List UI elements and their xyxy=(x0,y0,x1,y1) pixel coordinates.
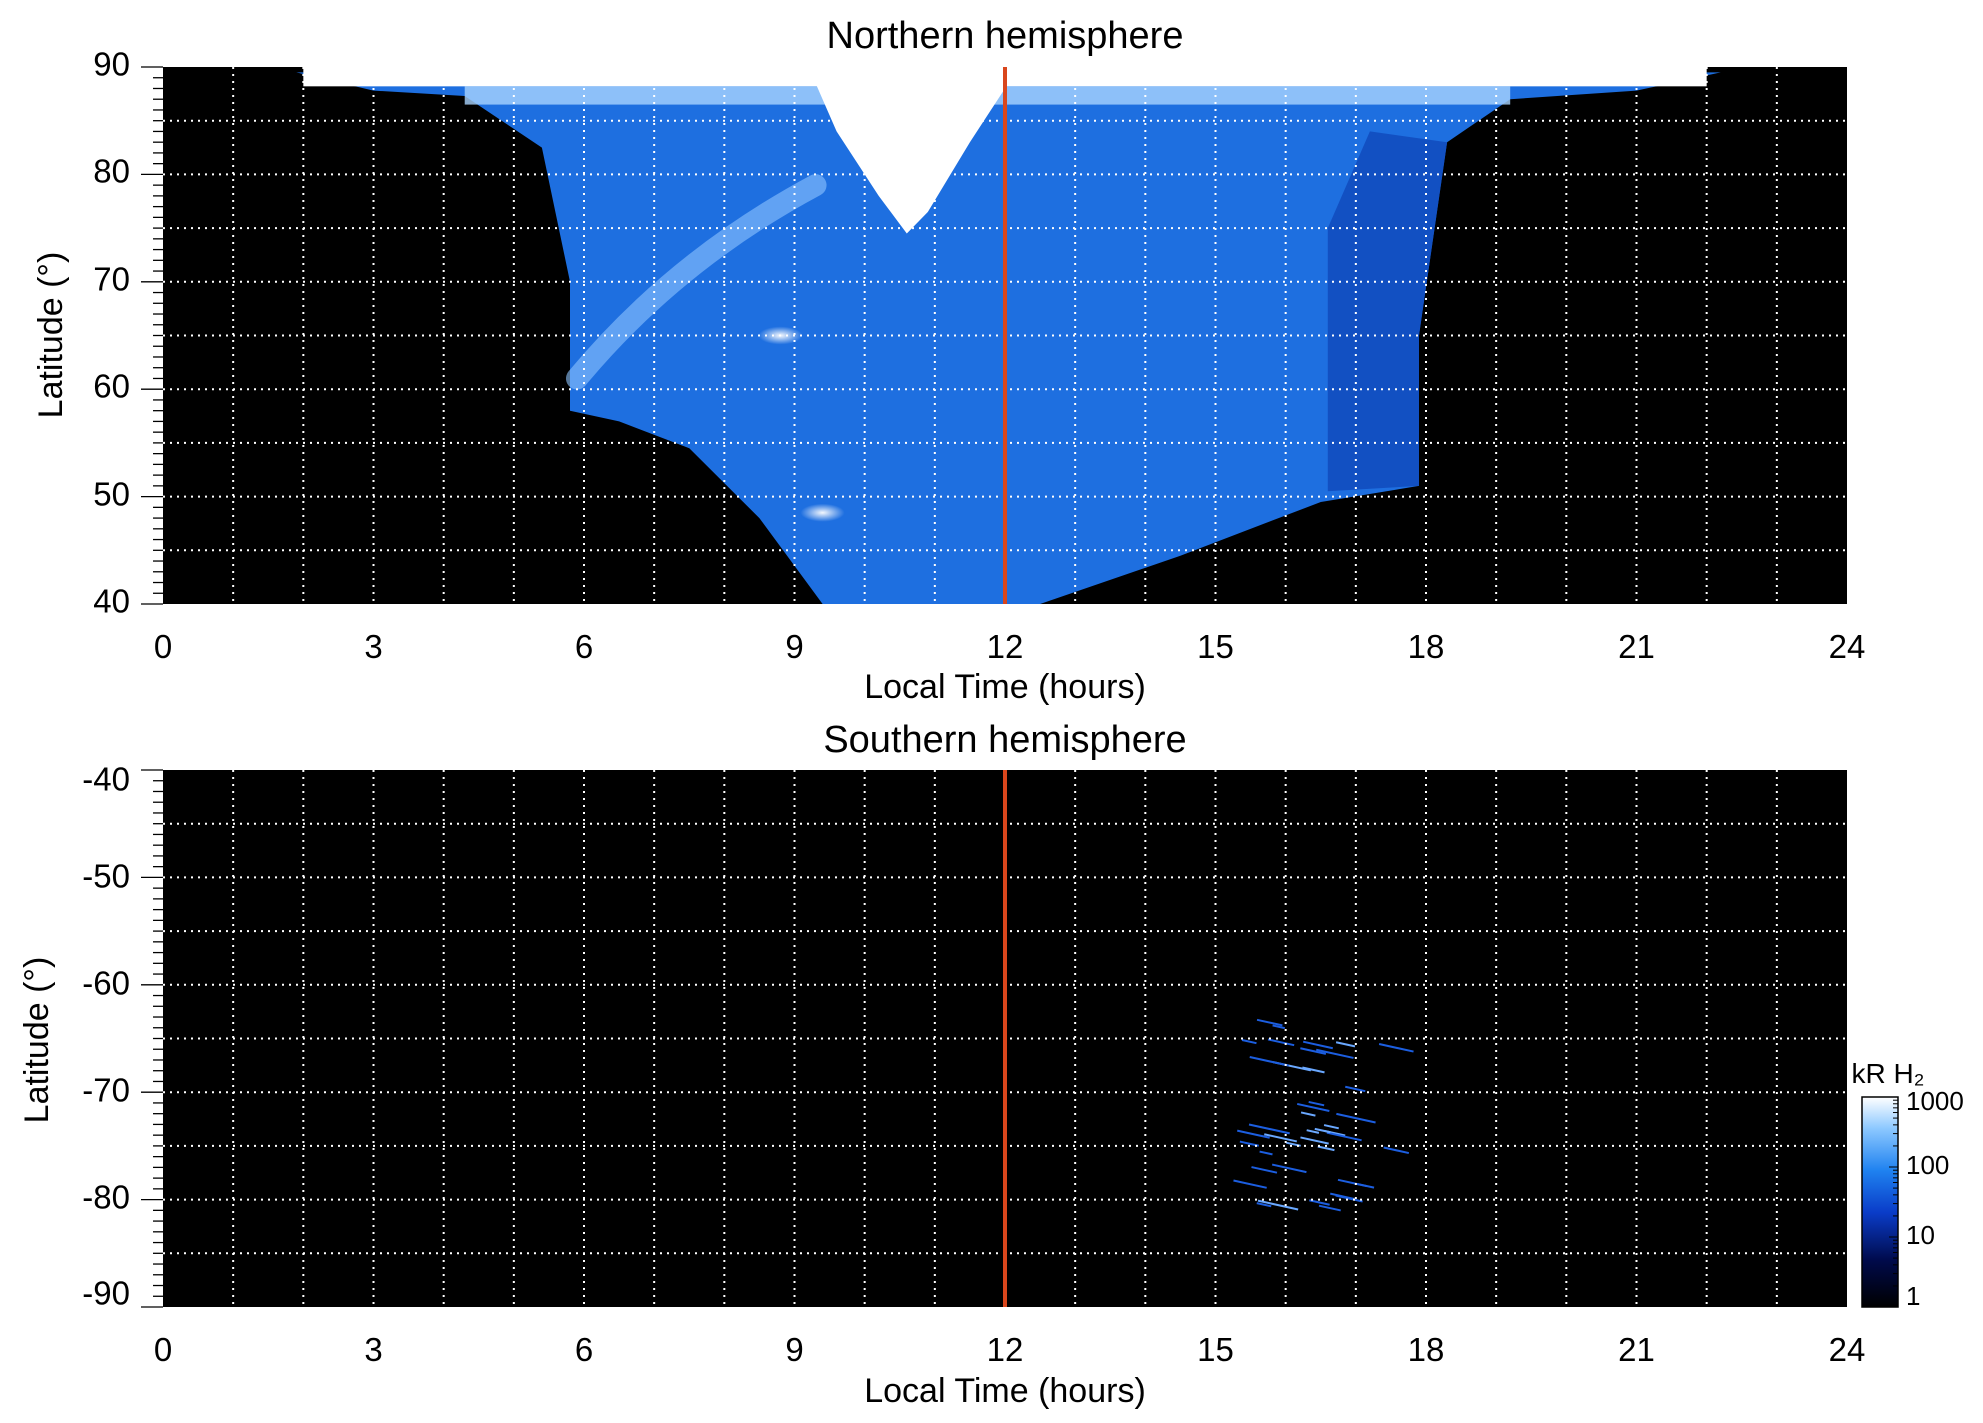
south-emission-image xyxy=(1233,1018,1414,1212)
south-emission-streak xyxy=(1378,1043,1414,1053)
south-x-axis-label: Local Time (hours) xyxy=(864,1372,1146,1410)
south-x-tick-label: 21 xyxy=(1618,1331,1655,1368)
south-emission-streak xyxy=(1323,1124,1339,1130)
south-y-ticks: -40 -50 -60 -70 -80 -90 xyxy=(82,761,130,1312)
south-y-tick-label: -60 xyxy=(82,965,130,1002)
north-x-axis-label: Local Time (hours) xyxy=(864,668,1146,706)
south-y-tick-label: -90 xyxy=(82,1275,130,1312)
south-minor-ticks xyxy=(141,769,163,1308)
north-emission-image xyxy=(296,67,1721,604)
south-emission-streak xyxy=(1264,1133,1298,1143)
colorbar-minor-ticks xyxy=(1889,1099,1898,1308)
south-x-tick-label: 24 xyxy=(1829,1331,1866,1368)
south-emission-streak xyxy=(1356,1182,1375,1189)
colorbar: kR H₂ 1 10 100 1000 xyxy=(1851,1058,1963,1311)
north-y-tick-label: 40 xyxy=(93,583,130,620)
south-emission-streak xyxy=(1271,1163,1307,1174)
south-emission-streak xyxy=(1256,1202,1272,1208)
north-x-tick-label: 18 xyxy=(1408,628,1445,665)
colorbar-gradient xyxy=(1861,1096,1899,1308)
south-emission-streak xyxy=(1248,1123,1290,1135)
north-bright-spot xyxy=(800,503,845,522)
south-emission-streak xyxy=(1296,1102,1330,1113)
south-emission-streak xyxy=(1257,1199,1299,1211)
colorbar-label: kR H₂ xyxy=(1851,1058,1924,1089)
north-x-tick-label: 6 xyxy=(575,628,593,665)
north-title: Northern hemisphere xyxy=(827,15,1184,57)
south-emission-streak xyxy=(1308,1100,1325,1107)
north-x-tick-label: 9 xyxy=(785,628,803,665)
north-x-tick-label: 21 xyxy=(1618,628,1655,665)
north-y-tick-label: 80 xyxy=(93,153,130,190)
colorbar-tick-label: 1 xyxy=(1906,1281,1920,1311)
south-y-axis-label: Latitude (°) xyxy=(18,957,56,1124)
south-emission-streak xyxy=(1249,1056,1289,1067)
south-emission-streak xyxy=(1383,1146,1410,1155)
north-dusk-band xyxy=(1327,131,1448,492)
south-emission-streak xyxy=(1241,1039,1257,1045)
south-title: Southern hemisphere xyxy=(823,719,1186,761)
south-x-tick-label: 18 xyxy=(1408,1331,1445,1368)
south-emission-streak xyxy=(1315,1048,1354,1059)
south-emission-streak xyxy=(1306,1129,1320,1134)
south-y-tick-label: -70 xyxy=(82,1072,130,1109)
south-emission-streak xyxy=(1300,1047,1327,1055)
south-emission-streak xyxy=(1251,1166,1278,1174)
north-panel: Northern hemisphere 40 50 60 70 80 90 0 … xyxy=(32,15,1865,706)
north-noon-feature xyxy=(808,67,1019,234)
north-y-tick-label: 60 xyxy=(93,368,130,405)
south-x-tick-label: 6 xyxy=(575,1331,593,1368)
north-x-tick-label: 0 xyxy=(154,628,172,665)
south-emission-streak xyxy=(1309,1199,1330,1206)
south-emission-streak xyxy=(1326,1131,1362,1142)
south-emission-streak xyxy=(1267,1038,1295,1047)
north-x-tick-label: 12 xyxy=(987,628,1024,665)
south-y-tick-label: -50 xyxy=(82,858,130,895)
north-y-ticks: 40 50 60 70 80 90 xyxy=(93,46,130,620)
south-emission-streak xyxy=(1302,1040,1334,1050)
south-emission-streak xyxy=(1302,1066,1325,1074)
south-emission-streak xyxy=(1272,1024,1286,1030)
colorbar-tick-label: 100 xyxy=(1906,1150,1949,1180)
south-x-tick-label: 15 xyxy=(1197,1331,1234,1368)
south-y-tick-label: -40 xyxy=(82,761,130,798)
south-emission-streak xyxy=(1259,1150,1273,1156)
south-emission-streak xyxy=(1300,1136,1329,1145)
south-emission-streak xyxy=(1233,1179,1267,1189)
north-minor-ticks xyxy=(141,66,163,605)
south-x-tick-label: 12 xyxy=(987,1331,1024,1368)
north-morning-arc xyxy=(565,174,827,390)
south-emission-streak xyxy=(1314,1127,1331,1134)
colorbar-tick-label: 10 xyxy=(1906,1220,1935,1250)
south-panel: Southern hemisphere -40 -50 -60 -70 -80 … xyxy=(18,719,1865,1410)
south-x-tick-label: 0 xyxy=(154,1331,172,1368)
south-emission-streak xyxy=(1336,1112,1376,1124)
south-emission-streak xyxy=(1330,1192,1355,1200)
north-y-tick-label: 90 xyxy=(93,46,130,83)
south-x-ticks: 0 3 6 9 12 15 18 21 24 xyxy=(154,1331,1866,1368)
south-emission-streak xyxy=(1335,1041,1356,1048)
north-y-tick-label: 70 xyxy=(93,261,130,298)
south-x-tick-label: 3 xyxy=(364,1331,382,1368)
north-x-tick-label: 15 xyxy=(1197,628,1234,665)
south-emission-streak xyxy=(1317,1145,1335,1152)
south-emission-streak xyxy=(1345,1085,1366,1093)
north-x-tick-label: 3 xyxy=(364,628,382,665)
south-y-tick-label: -80 xyxy=(82,1179,130,1216)
south-emission-streak xyxy=(1256,1018,1283,1027)
colorbar-tick-label: 1000 xyxy=(1906,1086,1964,1116)
south-emission-streak xyxy=(1300,1111,1316,1117)
north-x-ticks: 0 3 6 9 12 15 18 21 24 xyxy=(154,628,1866,665)
north-y-axis-label: Latitude (°) xyxy=(32,252,70,419)
north-x-tick-label: 24 xyxy=(1829,628,1866,665)
north-y-tick-label: 50 xyxy=(93,476,130,513)
south-emission-streak xyxy=(1318,1204,1341,1212)
south-emission-streak xyxy=(1237,1129,1270,1139)
south-x-tick-label: 9 xyxy=(785,1331,803,1368)
